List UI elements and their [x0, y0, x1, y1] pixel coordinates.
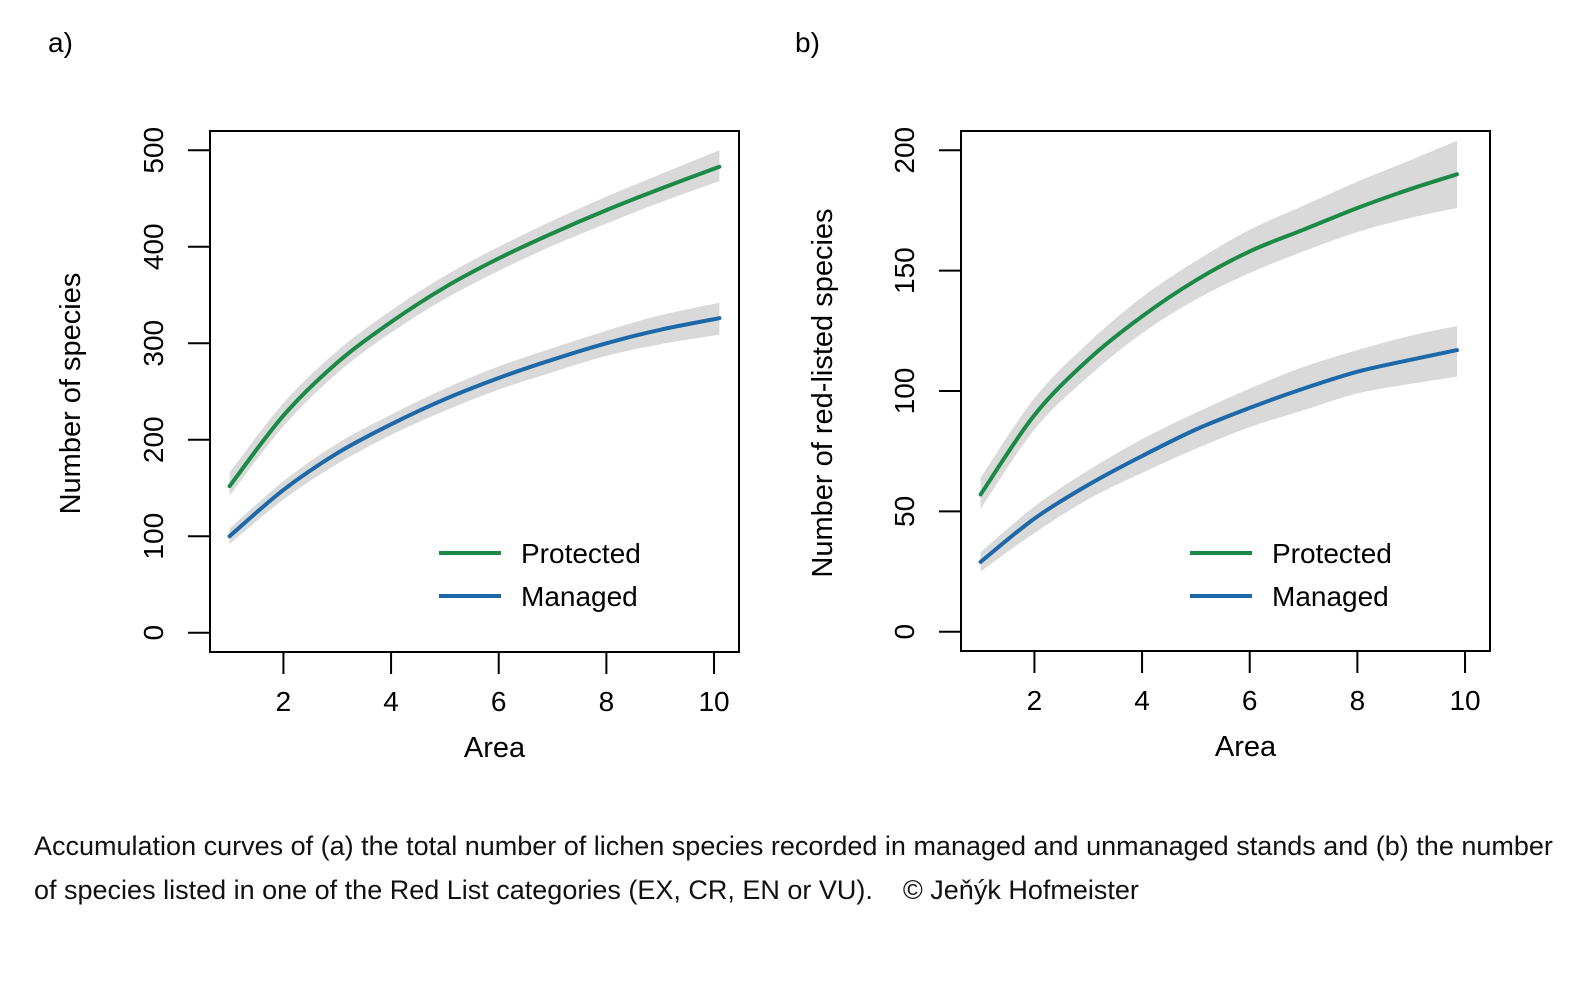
y-tick-label: 400 — [138, 223, 169, 270]
x-tick-label: 8 — [599, 686, 615, 717]
x-tick-label: 6 — [491, 686, 507, 717]
caption-text: Accumulation curves of (a) the total num… — [34, 831, 1553, 905]
legend-label-managed: Managed — [1272, 581, 1389, 612]
y-tick-label: 100 — [138, 513, 169, 560]
series-line-managed — [978, 348, 1459, 564]
caption-credit: © Jeňýk Hofmeister — [902, 875, 1139, 905]
y-axis-title: Number of red-listed species — [807, 208, 839, 577]
confidence-band-managed — [980, 326, 1457, 572]
plot-frame — [209, 130, 740, 653]
y-tick-label: 300 — [138, 320, 169, 367]
x-tick-label: 8 — [1350, 685, 1366, 716]
legend-label-managed: Managed — [521, 581, 638, 612]
x-tick-label: 10 — [698, 686, 729, 717]
series-line-managed — [227, 316, 722, 539]
y-axis-title: Number of species — [55, 273, 87, 515]
x-tick-label: 4 — [1134, 685, 1150, 716]
x-axis-title: Area — [464, 732, 526, 764]
legend-label-protected: Protected — [1272, 538, 1392, 569]
y-tick-label: 500 — [138, 127, 169, 174]
series-line-protected — [978, 172, 1459, 497]
y-tick-label: 0 — [889, 624, 920, 640]
x-tick-label: 2 — [276, 686, 292, 717]
confidence-band-protected — [980, 140, 1457, 509]
y-tick-label: 100 — [889, 368, 920, 415]
panel-label: b) — [795, 27, 820, 58]
figure-caption: Accumulation curves of (a) the total num… — [34, 824, 1564, 912]
y-tick-label: 150 — [889, 247, 920, 294]
x-axis-title: Area — [1215, 731, 1277, 763]
series-line-protected — [227, 164, 722, 489]
y-tick-label: 0 — [138, 625, 169, 641]
x-tick-label: 2 — [1027, 685, 1043, 716]
x-tick-label: 4 — [383, 686, 399, 717]
legend-label-protected: Protected — [521, 538, 641, 569]
y-tick-label: 200 — [138, 416, 169, 463]
panel-label: a) — [48, 27, 73, 58]
y-tick-label: 50 — [889, 496, 920, 527]
confidence-band-managed — [229, 302, 720, 544]
x-tick-label: 10 — [1449, 685, 1480, 716]
x-tick-label: 6 — [1242, 685, 1258, 716]
y-tick-label: 200 — [889, 127, 920, 174]
